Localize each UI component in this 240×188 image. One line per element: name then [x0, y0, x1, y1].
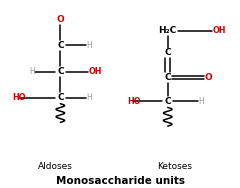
- Text: H₂C: H₂C: [159, 26, 177, 35]
- Text: C: C: [57, 93, 64, 102]
- Text: H: H: [29, 67, 35, 76]
- Text: Ketoses: Ketoses: [157, 162, 192, 171]
- Text: H: H: [198, 97, 204, 106]
- Text: C: C: [57, 67, 64, 76]
- Text: C: C: [164, 73, 171, 82]
- Text: C: C: [164, 97, 171, 106]
- Text: H: H: [86, 93, 92, 102]
- Text: H: H: [86, 41, 92, 50]
- Text: O: O: [56, 15, 64, 24]
- Text: O: O: [204, 73, 212, 82]
- Text: HO: HO: [13, 93, 26, 102]
- Text: OH: OH: [89, 67, 102, 76]
- Text: C: C: [57, 41, 64, 50]
- Text: Aldoses: Aldoses: [38, 162, 73, 171]
- Text: HO: HO: [127, 97, 141, 106]
- Text: OH: OH: [213, 26, 227, 35]
- Text: C: C: [164, 49, 171, 58]
- Text: Monosaccharide units: Monosaccharide units: [55, 176, 185, 186]
